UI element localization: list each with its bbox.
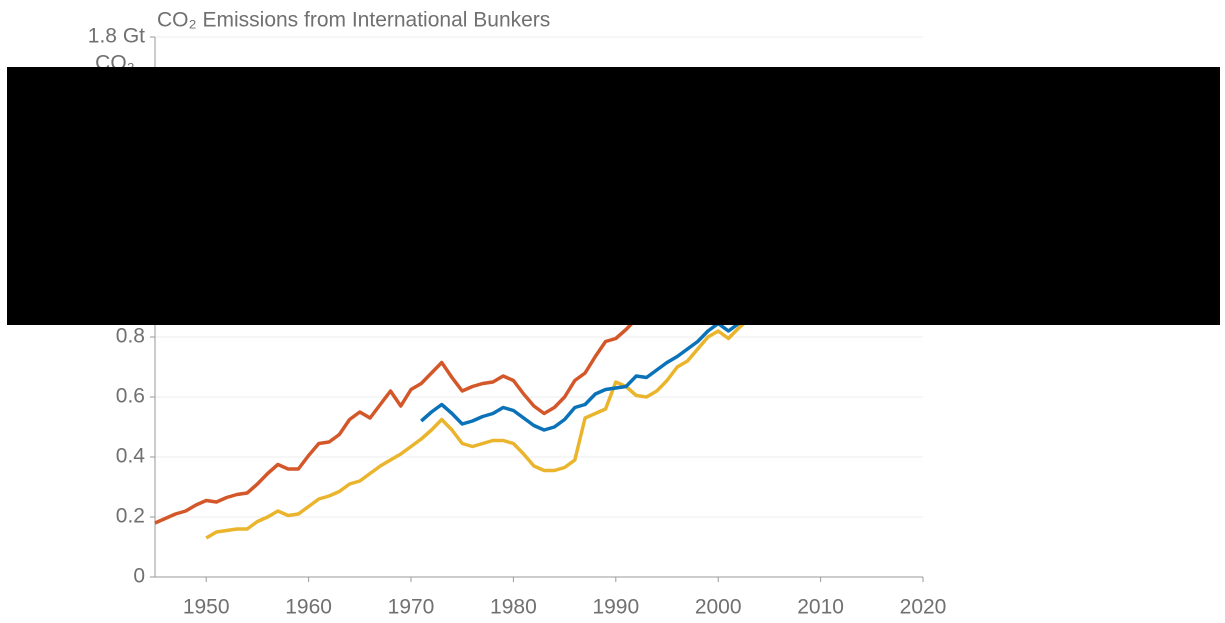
x-tick-label: 1990 <box>592 596 639 619</box>
x-tick-label: 1970 <box>388 596 435 619</box>
y-tick-label: 1.8 Gt <box>88 25 145 48</box>
y-tick-label: 0 <box>133 565 145 588</box>
y-tick-label: 0.6 <box>116 385 145 408</box>
line-series <box>205 317 751 540</box>
x-tick-label: 1960 <box>285 596 332 619</box>
y-tick-label: 0.8 <box>116 325 145 348</box>
y-tick-label: 0.4 <box>116 445 146 468</box>
x-tick-label: 1950 <box>183 596 230 619</box>
x-tick-label: 2020 <box>900 596 947 619</box>
redaction <box>7 67 1220 325</box>
line-series <box>420 314 750 432</box>
x-tick-label: 2010 <box>797 596 844 619</box>
x-tick-label: 2000 <box>695 596 742 619</box>
line-series <box>154 317 638 525</box>
x-tick-label: 1980 <box>490 596 537 619</box>
chart-title: CO₂ Emissions from International Bunkers <box>157 9 550 32</box>
y-tick-label: 0.2 <box>116 505 145 528</box>
